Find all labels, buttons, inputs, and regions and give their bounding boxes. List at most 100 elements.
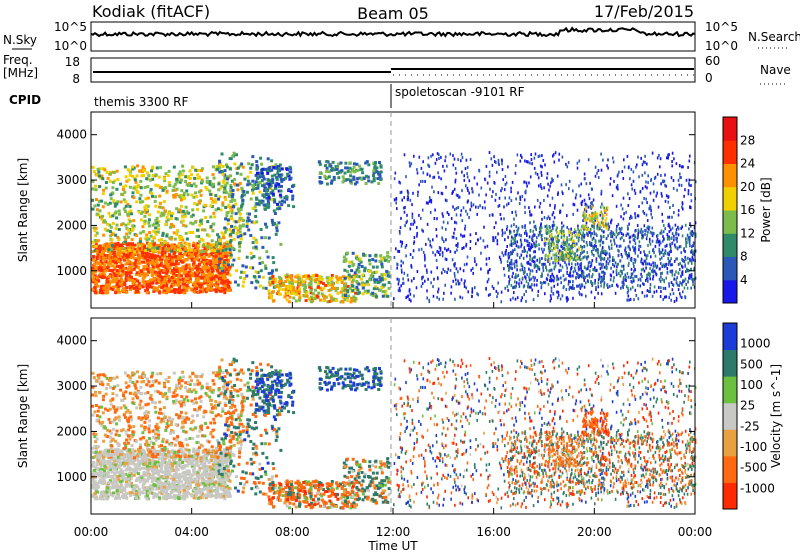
power-cell [552,154,554,158]
power-cell [437,277,439,281]
power-cell [603,285,605,289]
power-cell [207,277,211,281]
power-cell [161,242,165,246]
power-cell [151,194,154,198]
power-cell [416,234,418,238]
power-cell [574,230,577,234]
power-cell [173,279,177,283]
power-cell [162,279,166,283]
power-cell [547,215,550,219]
power-cell [694,232,697,236]
date-title: 17/Feb/2015 [594,2,694,21]
power-cell [333,286,337,290]
power-cell [599,213,602,217]
power-cell [294,280,298,284]
power-cell [410,264,412,268]
power-cell [128,169,132,173]
power-cell [285,298,289,302]
power-cell [632,261,635,265]
power-cell [492,213,494,217]
power-cell [146,267,150,271]
power-cell [143,280,147,284]
power-cell [542,266,544,269]
power-cell [639,251,642,254]
power-cell [629,235,632,239]
power-cell [531,259,533,263]
power-cell [150,191,154,195]
power-cell [639,284,642,288]
power-cell [619,237,622,241]
power-cell [106,280,110,284]
power-cell [325,166,329,170]
power-cell [272,209,276,213]
power-cell [167,181,171,184]
power-cell [671,164,673,168]
power-cell [277,221,281,225]
power-cell [102,286,106,290]
power-cell [203,203,207,207]
power-cell [647,174,649,178]
power-cell [571,246,573,250]
power-cell [199,193,203,197]
power-cell [594,296,596,300]
power-cell [177,175,181,179]
power-cell [590,280,592,284]
power-cell [170,284,174,288]
power-cell [158,263,162,267]
power-cell [366,289,370,293]
power-cell [226,252,230,256]
power-cell [228,157,232,161]
power-cell [283,295,287,299]
power-cell [203,277,207,281]
nsky-panel: N.Sky 10^5 10^0 10^5 10^0 N.Search [3,20,800,53]
power-cell [264,222,267,226]
power-cell [247,162,251,166]
power-cell [466,186,469,190]
power-cell [192,182,196,186]
power-cell [653,176,656,180]
power-cell [248,182,252,186]
power-cell [181,219,185,223]
power-cell [641,291,644,295]
power-cell [161,249,165,253]
power-cell [122,247,126,250]
power-cell [222,181,226,185]
power-cell [523,180,525,184]
power-cell [530,153,532,157]
power-cell [176,229,180,233]
power-cell [600,258,602,262]
power-cell [462,206,465,210]
power-cell [181,209,185,213]
power-cell [539,201,542,205]
power-cell [627,254,629,258]
power-cell [187,245,191,249]
power-cell [176,257,180,261]
power-cell [443,291,445,295]
power-cell [146,280,150,284]
power-cell [238,212,242,216]
power-cell [132,166,136,170]
power-cell [329,168,333,172]
power-cell [220,252,224,256]
power-cell [684,223,687,227]
power-cell [597,169,600,173]
power-cell [298,287,302,291]
power-cell [194,266,198,270]
power-cell [280,179,284,183]
power-cell [275,177,279,181]
power-cell [206,220,210,224]
power-cell [145,233,149,237]
power-cell [491,163,494,167]
power-cell [220,286,224,290]
power-cell [128,285,132,289]
power-cell [147,218,151,222]
power-cell [185,189,189,193]
power-cell [506,227,508,231]
power-cell [202,260,206,264]
power-cell [461,189,463,193]
power-cell [667,215,669,219]
power-cell [558,152,561,156]
power-cell [288,281,292,285]
power-cell [175,246,179,250]
power-cell [122,267,126,271]
